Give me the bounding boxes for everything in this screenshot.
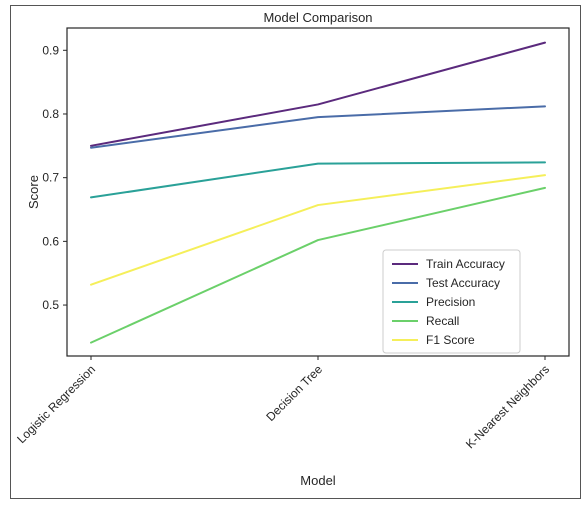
legend-label: Train Accuracy xyxy=(426,257,505,271)
y-axis-ticks: 0.5 0.6 0.7 0.8 0.9 xyxy=(42,43,67,312)
legend: Train Accuracy Test Accuracy Precision Reca… xyxy=(382,249,521,354)
legend-label: Recall xyxy=(426,314,459,328)
y-tick-label: 0.9 xyxy=(42,43,59,57)
series-line-precision xyxy=(90,161,546,199)
series-line-recall xyxy=(90,186,546,344)
y-tick-label: 0.5 xyxy=(42,298,59,312)
series-line-train-accuracy xyxy=(90,41,546,147)
x-tick-label: Decision Tree xyxy=(263,362,325,424)
y-tick-label: 0.6 xyxy=(42,234,59,248)
x-tick-label: Logistic Regression xyxy=(14,362,98,446)
chart-title: Model Comparison xyxy=(263,10,372,25)
y-axis-label: Score xyxy=(26,175,41,209)
series-lines xyxy=(90,41,546,344)
legend-label: Precision xyxy=(426,295,475,309)
legend-label: Test Accuracy xyxy=(426,276,500,290)
legend-box xyxy=(382,249,521,354)
y-tick-label: 0.8 xyxy=(42,107,59,121)
x-tick-label: K-Nearest Neighbors xyxy=(463,362,552,451)
y-tick-label: 0.7 xyxy=(42,171,59,185)
series-line-test-accuracy xyxy=(90,105,546,149)
legend-label: F1 Score xyxy=(426,333,475,347)
x-axis-label: Model xyxy=(300,473,336,488)
x-axis-ticks: Logistic Regression Decision Tree K-Neares… xyxy=(14,356,552,451)
series-line-f1-score xyxy=(90,174,546,286)
plot-area xyxy=(66,27,570,357)
